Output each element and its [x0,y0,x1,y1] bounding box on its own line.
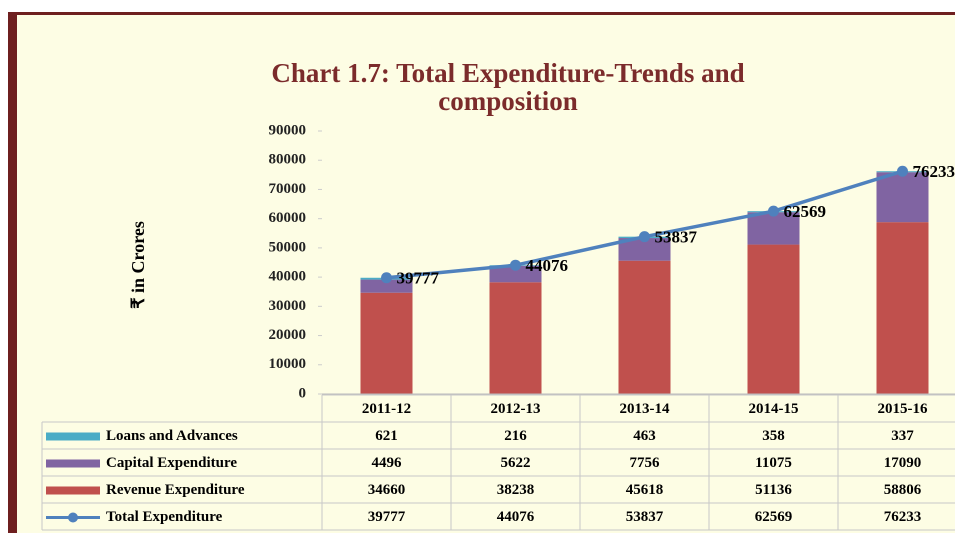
legend-label: Total Expenditure [106,509,223,525]
chart-title: composition [438,86,578,116]
y-tick-label: 60000 [269,210,307,226]
x-tick-label: 2012-13 [491,401,541,417]
legend-swatch [46,486,100,495]
bar-segment [360,279,413,293]
table-value: 11075 [755,455,792,471]
y-tick-label: 80000 [269,152,307,168]
table-value: 4496 [372,455,403,471]
bar-segment [747,244,800,394]
table-value: 51136 [755,482,792,498]
bar-segment [747,212,800,245]
data-label: 62569 [784,202,827,221]
table-value: 76233 [884,509,922,525]
table-value: 53837 [626,509,664,525]
bar-segment [489,265,542,283]
table-value: 17090 [884,455,922,471]
y-tick-label: 20000 [269,327,307,343]
table-value: 5622 [501,455,531,471]
table-value: 621 [375,428,398,444]
x-tick-label: 2011-12 [362,401,411,417]
y-tick-label: 10000 [269,356,307,372]
table-value: 39777 [368,509,406,525]
chart-title: Chart 1.7: Total Expenditure-Trends and [271,58,744,88]
table-value: 7756 [630,455,661,471]
bar-segment [489,282,542,394]
legend-swatch [46,459,100,468]
bar-segment [876,172,929,223]
data-label: 53837 [655,228,698,247]
y-tick-label: 50000 [269,239,307,255]
y-tick-label: 30000 [269,298,307,314]
table-value: 45618 [626,482,664,498]
total-marker [381,272,392,284]
table-value: 337 [891,428,914,444]
x-tick-label: 2015-16 [878,401,928,417]
data-label: 39777 [397,269,440,288]
data-label: 76233 [913,162,955,181]
bar-segment [618,238,671,261]
total-marker [897,165,908,177]
bar-segment [360,292,413,394]
table-value: 62569 [755,509,793,525]
x-tick-label: 2013-14 [620,401,670,417]
data-label: 44076 [526,256,569,275]
legend-label: Loans and Advances [106,428,238,444]
table-value: 44076 [497,509,535,525]
table-value: 38238 [497,482,535,498]
legend-label: Capital Expenditure [106,455,237,471]
y-tick-label: 90000 [269,122,307,138]
y-tick-label: 0 [299,385,307,401]
bar-segment [618,260,671,394]
y-axis-label: ₹ in Crores [128,221,148,309]
table-value: 463 [633,428,656,444]
table-value: 216 [504,428,527,444]
table-value: 58806 [884,482,922,498]
legend-label: Revenue Expenditure [106,482,245,498]
total-marker [639,231,650,243]
total-marker [768,205,779,217]
table-value: 358 [762,428,785,444]
y-tick-label: 70000 [269,181,307,197]
y-tick-label: 40000 [269,269,307,285]
bar-segment [876,222,929,394]
table-value: 34660 [368,482,406,498]
x-tick-label: 2014-15 [749,401,799,417]
total-marker [510,259,521,271]
legend-swatch [46,432,100,441]
legend-swatch [68,512,78,523]
